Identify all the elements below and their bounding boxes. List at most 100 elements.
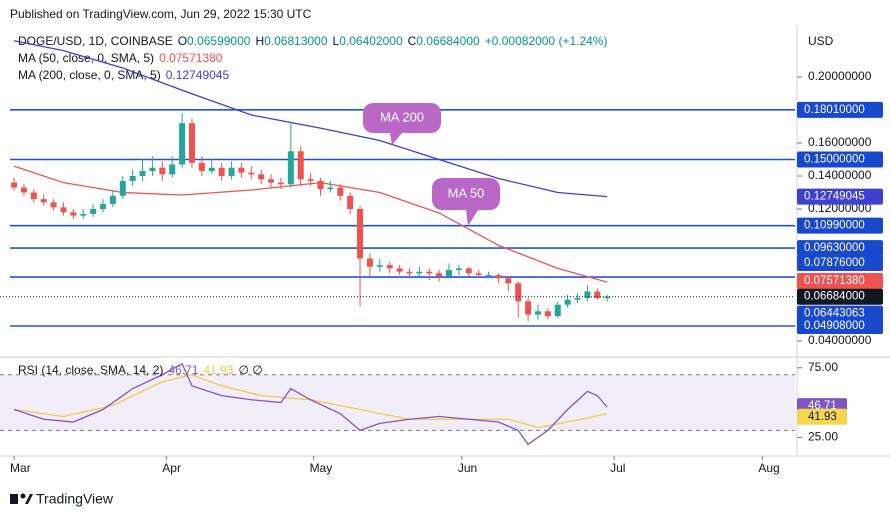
candle-body (218, 167, 225, 177)
candle-body (238, 167, 245, 173)
symbol: DOGE/USD, 1D, COINBASE (18, 34, 173, 48)
ohlc-value: 0.06813000 (264, 34, 328, 48)
candle-body (594, 291, 601, 299)
candle-body (80, 213, 87, 216)
price-tag-label: 0.06684000 (804, 291, 865, 303)
logo (10, 493, 33, 504)
x-tick-label: Apr (162, 461, 181, 475)
x-tick-label: Aug (758, 461, 779, 475)
price-tag (797, 273, 883, 290)
ma-name: MA (50, close, 0, SMA, 5) (18, 51, 154, 65)
candle-body (396, 268, 403, 272)
candle-body (188, 123, 195, 163)
rsi-tick-label: 75.00 (808, 360, 838, 374)
x-tick-label: Jul (610, 461, 625, 475)
currency: USD (808, 34, 834, 48)
x-tick-label: Jun (458, 461, 477, 475)
candle-body (297, 151, 304, 180)
price-tag-label: 0.15000000 (804, 154, 865, 166)
ma-value: 0.12749045 (166, 68, 230, 82)
rsi-value: 46.71 (168, 363, 198, 377)
price-tag (797, 255, 883, 272)
candle-body (149, 167, 156, 172)
y-tick-label: 0.20000000 (808, 69, 872, 83)
candle-body (574, 298, 581, 300)
candle-body (436, 273, 443, 277)
change: +0.00082000 (+1.24%) (485, 34, 608, 48)
candle-body (386, 265, 393, 269)
candle-body (100, 204, 107, 209)
ohlc-value: 0.06402000 (339, 34, 403, 48)
y-tick-label: 0.16000000 (808, 135, 872, 149)
candle-body (505, 278, 512, 284)
callout (432, 178, 500, 226)
candle-body (604, 296, 611, 299)
price-tag (797, 188, 883, 205)
callout-text: MA 200 (380, 109, 424, 124)
candle-body (268, 179, 275, 183)
rsi-tag (797, 408, 847, 425)
ohlc-value: 0.06599000 (187, 34, 251, 48)
candle-body (248, 172, 255, 175)
ohlc-key: L (333, 34, 340, 48)
candle-body (416, 271, 423, 274)
y-tick-label: 0.12000000 (808, 201, 872, 215)
candle-body (60, 207, 67, 213)
candle-body (50, 202, 57, 208)
ohlc-value: 0.06684000 (416, 34, 480, 48)
rsi-sma-value: 41.93 (203, 363, 233, 377)
ohlc-key: H (255, 34, 264, 48)
ma-name: MA (200, close, 0, SMA, 5) (18, 68, 161, 82)
candle-body (327, 187, 334, 190)
price-tag-label: 0.12749045 (804, 191, 865, 203)
candle-body (337, 187, 344, 196)
candle-body (307, 179, 314, 181)
candle-body (119, 180, 126, 196)
candle-body (515, 283, 522, 302)
candle-body (366, 258, 373, 267)
price-tag-label: 0.10990000 (804, 220, 865, 232)
price-tag (797, 317, 883, 334)
candle-body (455, 268, 462, 271)
candle-body (70, 212, 77, 216)
price-tag (797, 151, 883, 168)
candle-body (258, 174, 265, 180)
candle-body (40, 199, 47, 203)
candle-body (277, 182, 284, 185)
price-tag-label: 0.04908000 (804, 320, 865, 332)
price-tag (797, 305, 883, 322)
price-tag (797, 217, 883, 234)
candle-body (446, 270, 453, 277)
candle-body (544, 311, 551, 317)
price-tag-label: 0.18010000 (804, 104, 865, 116)
candle-body (584, 291, 591, 299)
price-tag-label: 0.06443063 (804, 308, 865, 320)
candle-body (179, 123, 186, 165)
candle-body (347, 195, 354, 209)
rsi-title: RSI (14, close, SMA, 14, 2) (18, 363, 163, 377)
candle-body (109, 195, 116, 205)
y-tick-label: 0.14000000 (808, 168, 872, 182)
candle-body (139, 171, 146, 177)
candle-body (159, 167, 166, 175)
candle-body (357, 208, 364, 259)
candle-body (495, 274, 502, 279)
candle-body (20, 187, 27, 193)
candle-body (30, 192, 37, 200)
candle-body (554, 304, 561, 317)
x-tick-label: May (310, 461, 333, 475)
candle-body (90, 208, 97, 214)
candle-body (228, 167, 235, 177)
candle-body (376, 265, 383, 267)
price-tag-label: 0.07571380 (804, 275, 865, 287)
rsi-tick-label: 25.00 (808, 430, 838, 444)
rsi-line (13, 362, 608, 446)
candle-body (11, 182, 18, 188)
candle-body (198, 162, 205, 172)
candle-body (129, 176, 136, 181)
ohlc-key: O (178, 34, 187, 48)
ohlc-key: C (408, 34, 417, 48)
